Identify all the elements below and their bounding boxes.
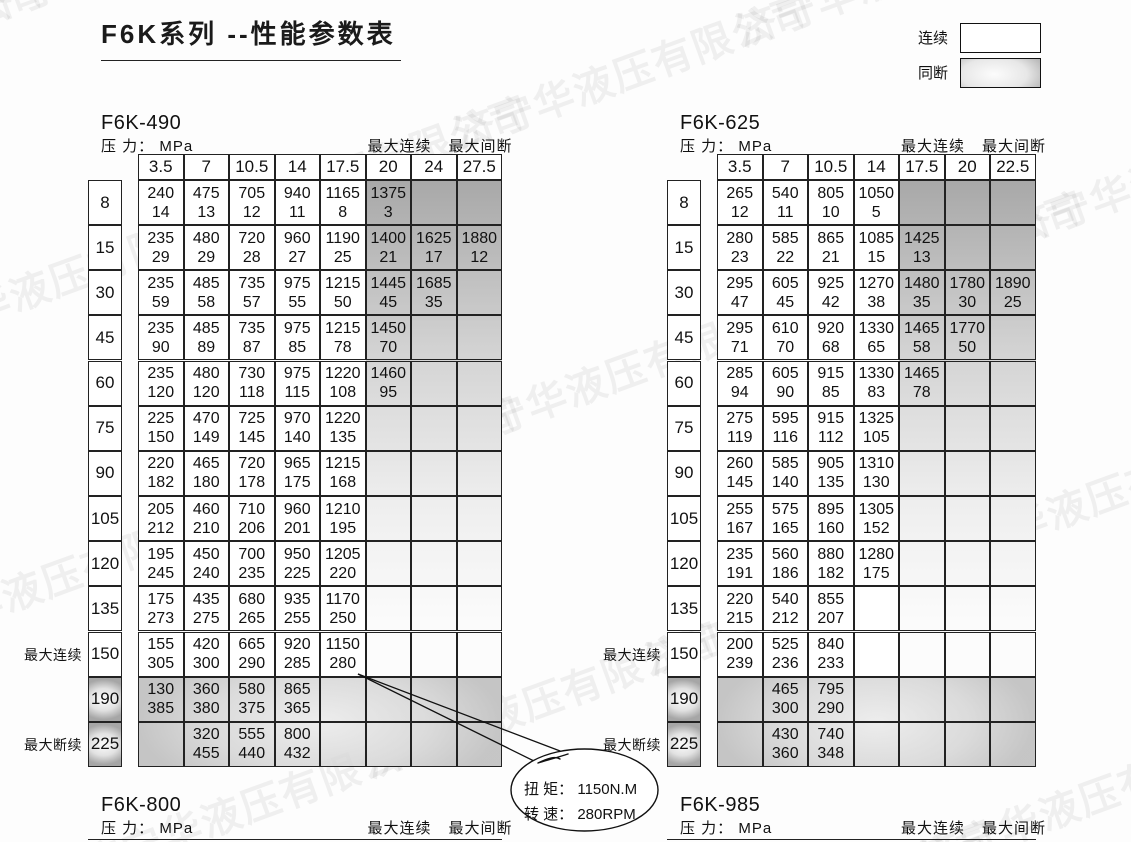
svg-text:济宁华液压有限公司: 济宁华液压有限公司 bbox=[0, 0, 56, 137]
svg-text:济宁华液压有限公司: 济宁华液压有限公司 bbox=[731, 0, 1101, 55]
svg-text:济宁华液压有限公司: 济宁华液压有限公司 bbox=[449, 0, 819, 158]
